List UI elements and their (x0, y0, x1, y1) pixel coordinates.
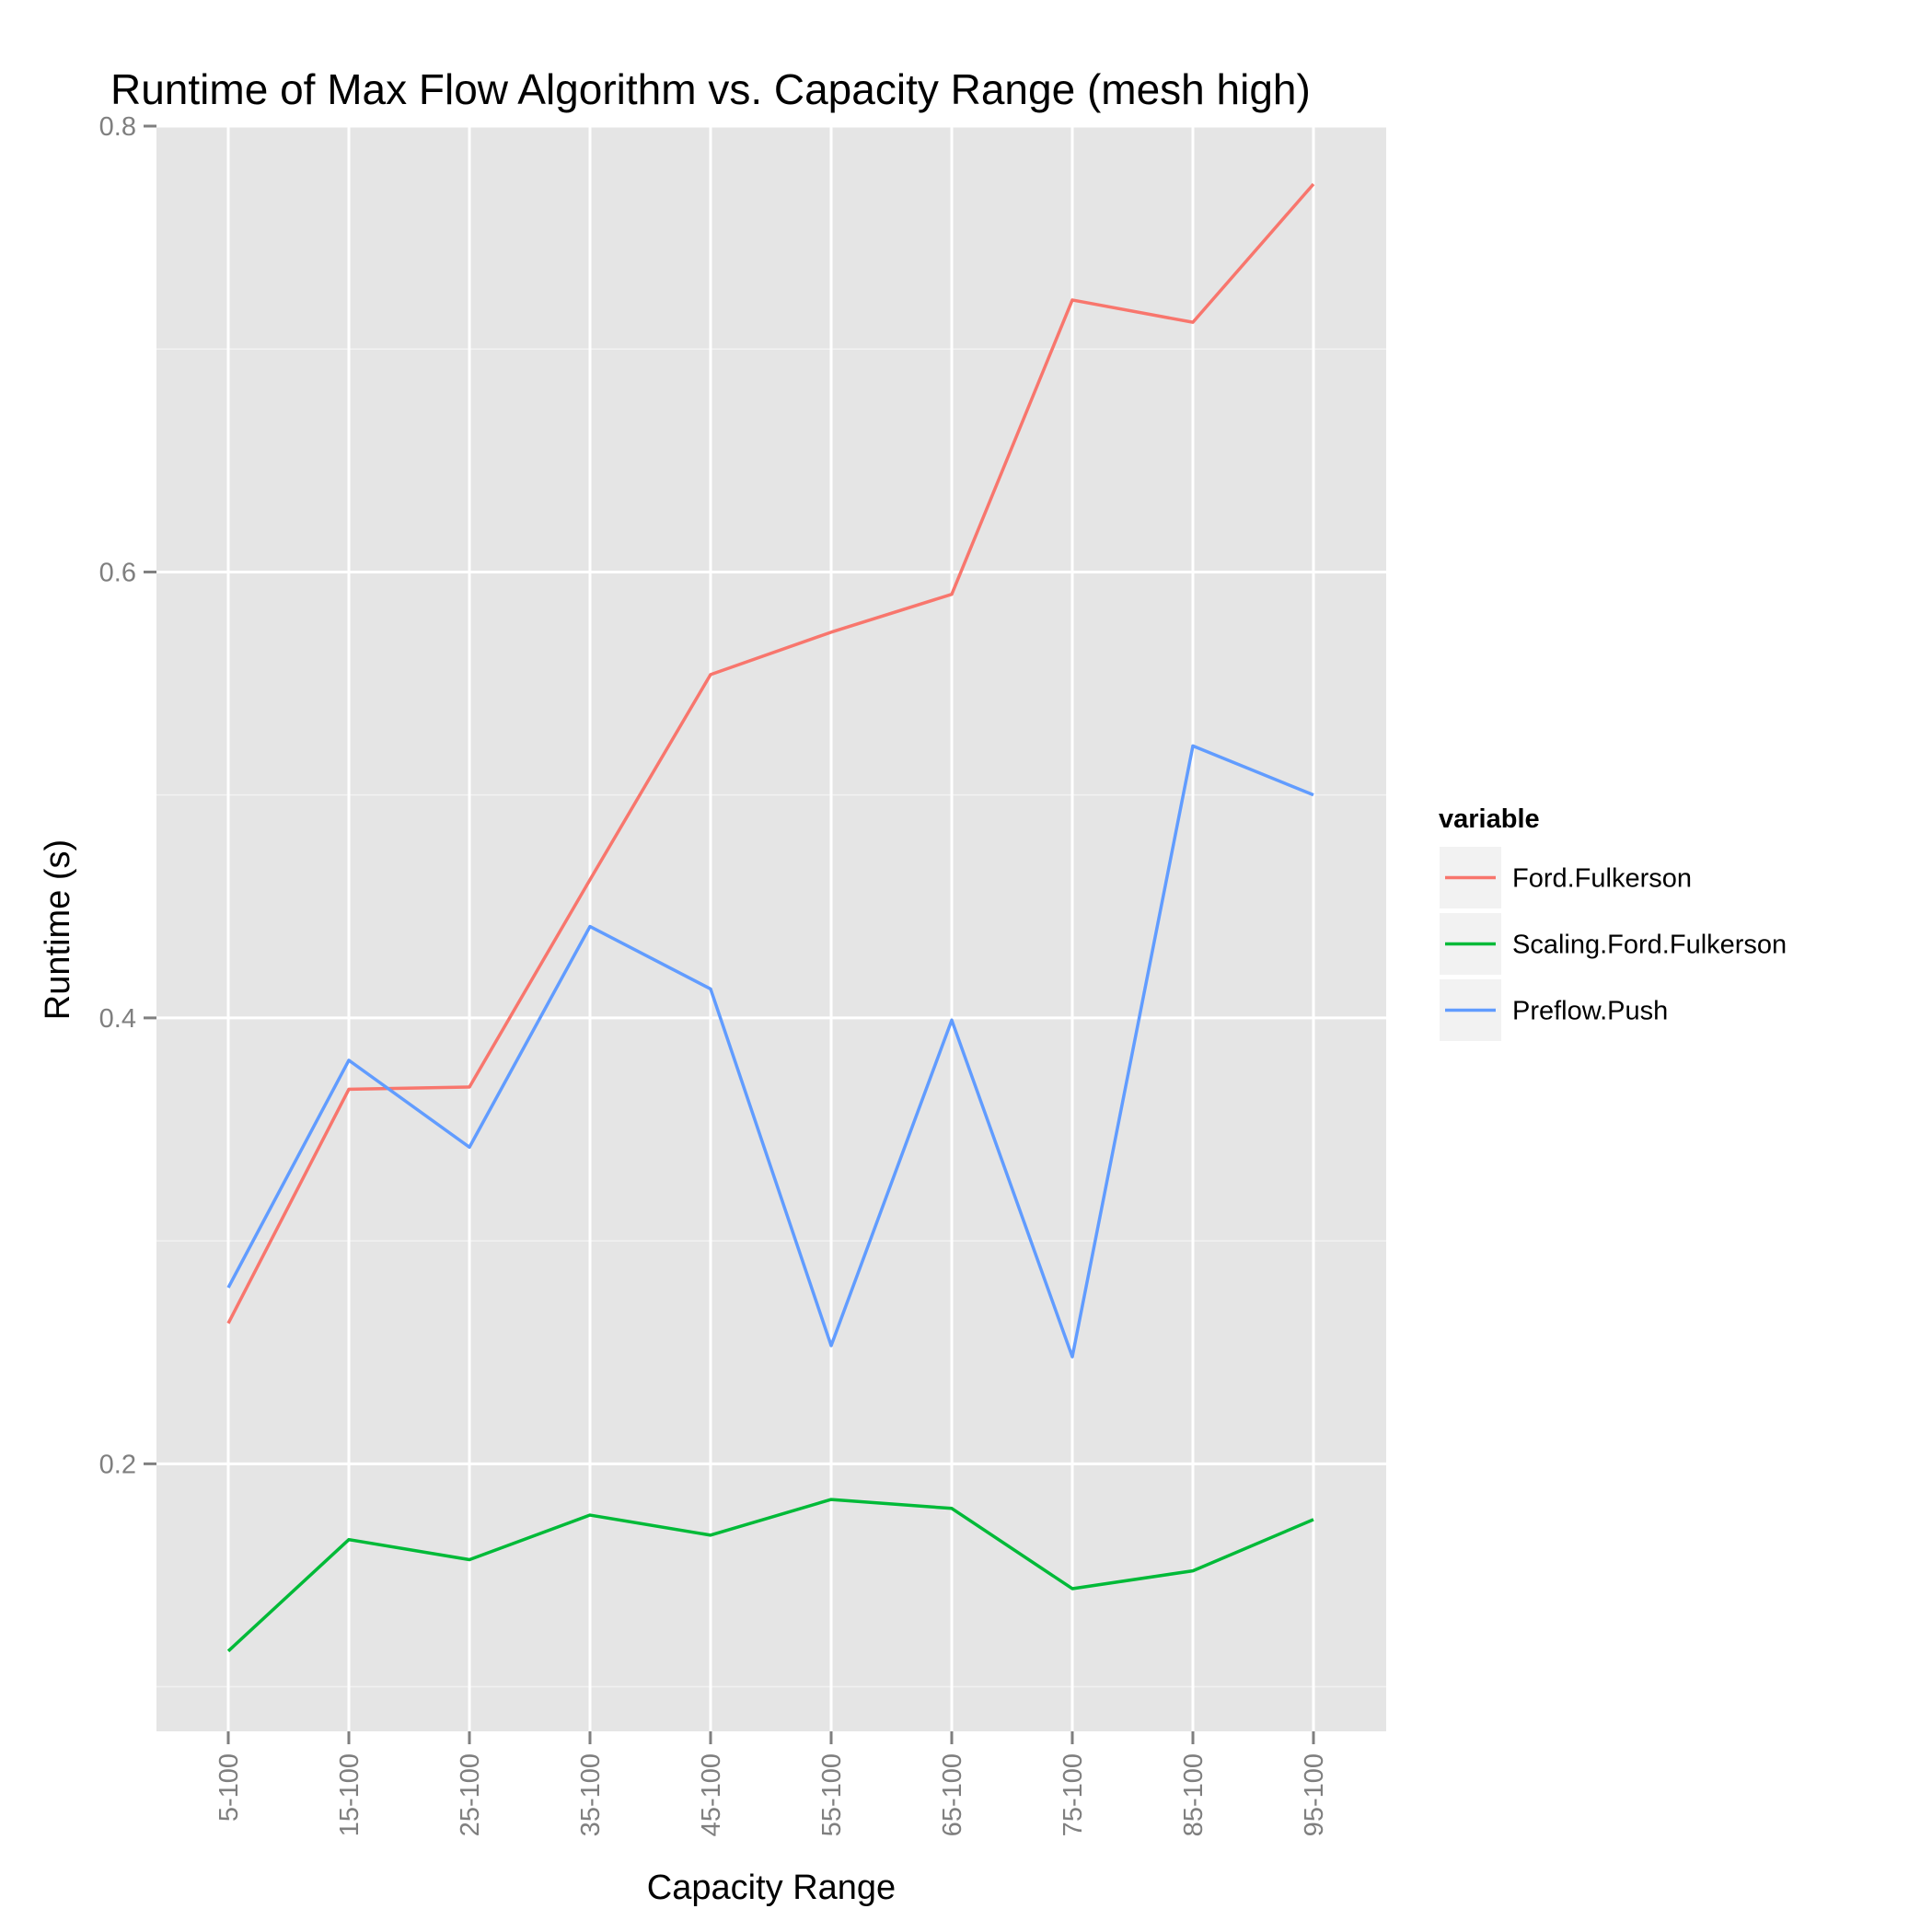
x-tick-label: 35-100 (576, 1753, 606, 1836)
y-tick-label: 0.6 (99, 558, 136, 587)
x-tick-label: 15-100 (335, 1753, 364, 1836)
y-axis-title: Runtime (s) (39, 839, 77, 1020)
chart-title: Runtime of Max Flow Algorithm vs. Capaci… (110, 65, 1311, 113)
x-tick-label: 95-100 (1300, 1753, 1329, 1836)
x-axis-title: Capacity Range (647, 1868, 896, 1907)
series-line-ford-fulkerson (226, 182, 1315, 1325)
axis-layer: 0.2 0.4 0.6 0.8 5-100 15-100 25-100 35-100 45-10… (99, 112, 1329, 1836)
x-tick-label: 5-100 (214, 1753, 244, 1822)
legend-label: Ford.Fulkerson (1512, 864, 1692, 894)
legend-label: Preflow.Push (1512, 997, 1668, 1026)
legend: variable Ford.Fulkerson Scaling.Ford.Fulk… (1439, 804, 1787, 1041)
y-tick-label: 0.8 (99, 112, 136, 142)
grid-layer (156, 124, 1386, 1731)
y-tick-label: 0.4 (99, 1004, 136, 1034)
y-tick-label: 0.2 (99, 1450, 136, 1479)
x-tick-label: 55-100 (817, 1753, 847, 1836)
legend-title: variable (1439, 804, 1540, 834)
plot-panel (156, 126, 1386, 1731)
x-tick-label: 25-100 (456, 1753, 485, 1836)
x-tick-label: 85-100 (1179, 1753, 1209, 1836)
legend-label: Scaling.Ford.Fulkerson (1512, 931, 1787, 960)
x-tick-label: 65-100 (938, 1753, 967, 1836)
x-tick-label: 45-100 (697, 1753, 726, 1836)
series-line-preflow-push (226, 744, 1314, 1359)
series-layer (226, 182, 1315, 1653)
legend-items: Ford.Fulkerson Scaling.Ford.Fulkerson Pref… (1440, 847, 1787, 1041)
x-tick-label: 75-100 (1059, 1753, 1088, 1836)
series-line-scaling-ford-fulkerson (226, 1498, 1314, 1653)
